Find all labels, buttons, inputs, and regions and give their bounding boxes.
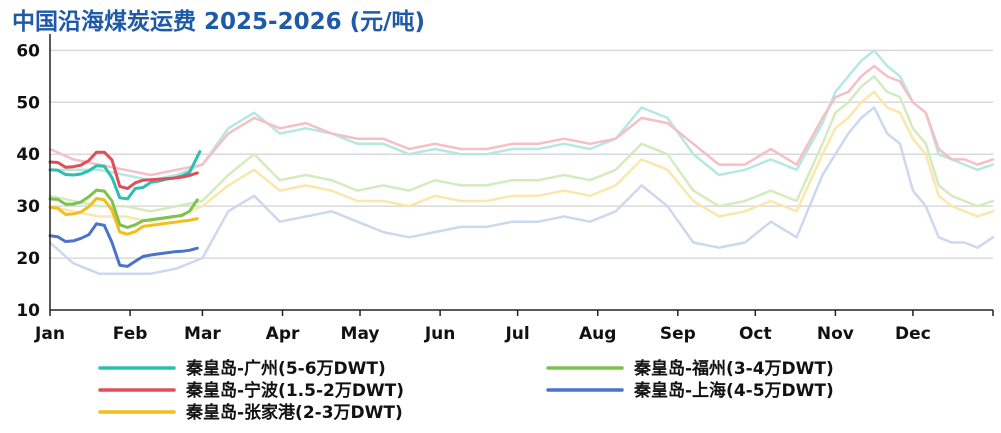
grid-lines bbox=[50, 49, 993, 259]
x-tick-label: Mar bbox=[184, 324, 221, 344]
x-tick-label: Jun bbox=[424, 324, 456, 344]
series-2025-group bbox=[48, 49, 995, 275]
series-2025-line-4 bbox=[48, 90, 995, 223]
chart-title: 中国沿海煤炭运费 2025-2026 (元/吨) bbox=[12, 9, 426, 35]
y-tick-label: 10 bbox=[16, 301, 40, 321]
legend-label: 秦皇岛-宁波(1.5-2万DWT) bbox=[186, 380, 404, 401]
x-tick-label: Nov bbox=[817, 324, 854, 344]
y-tick-label: 40 bbox=[16, 145, 40, 165]
x-tick-label: Jul bbox=[504, 324, 529, 344]
legend-label: 秦皇岛-广州(5-6万DWT) bbox=[186, 358, 386, 379]
series-2025-line-1 bbox=[48, 64, 995, 177]
x-tick-label: May bbox=[341, 324, 380, 344]
axes: 10 20 30 40 50 60 Jan Feb Mar Apr May Jun Jul Aug Sep O… bbox=[16, 34, 994, 344]
series-2026-line-2 bbox=[48, 188, 199, 229]
series-2025-line-3 bbox=[48, 106, 995, 275]
series-2026-line-1 bbox=[48, 150, 199, 190]
x-tick-label: Jan bbox=[34, 324, 65, 344]
x-tick-label: Oct bbox=[739, 324, 772, 344]
legend-label: 秦皇岛-张家港(2-3万DWT) bbox=[186, 402, 403, 423]
legend-label: 秦皇岛-上海(4-5万DWT) bbox=[634, 380, 834, 401]
series-2026-group bbox=[48, 150, 202, 268]
legend: 秦皇岛-广州(5-6万DWT) 秦皇岛-福州(3-4万DWT) 秦皇岛-宁波(1.5… bbox=[98, 358, 834, 423]
y-tick-label: 30 bbox=[16, 197, 40, 217]
x-tick-label: Sep bbox=[660, 324, 696, 344]
x-tick-label: Dec bbox=[895, 324, 931, 344]
series-2026-line-3 bbox=[48, 222, 199, 268]
y-tick-label: 50 bbox=[16, 93, 40, 113]
series-2025-line-0 bbox=[48, 49, 995, 182]
x-tick-label: Aug bbox=[579, 324, 616, 344]
x-tick-label: Feb bbox=[113, 324, 148, 344]
series-2026-line-4 bbox=[48, 196, 199, 236]
y-tick-label: 60 bbox=[16, 41, 40, 61]
y-tick-label: 20 bbox=[16, 249, 40, 269]
series-2025-line-2 bbox=[48, 75, 995, 213]
legend-label: 秦皇岛-福州(3-4万DWT) bbox=[634, 358, 834, 379]
x-tick-label: Apr bbox=[266, 324, 300, 344]
